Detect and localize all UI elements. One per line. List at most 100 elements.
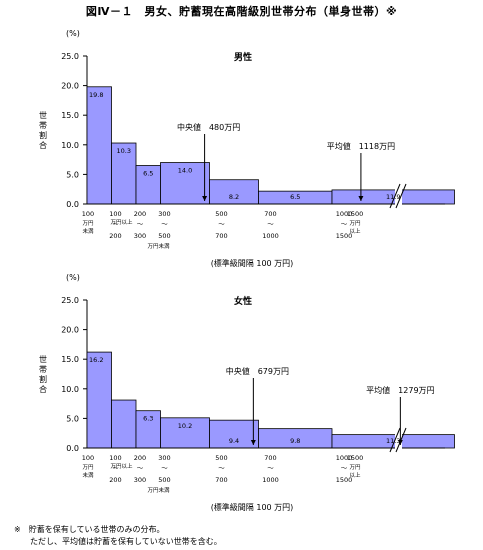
x-sub-label: 万円未満 [147, 486, 170, 494]
bar-value-label: 11.9 [386, 193, 400, 201]
mean-annotation: 平均値 1279万円 [366, 385, 434, 395]
x-tick-label: 万円 [349, 464, 361, 471]
x-tick-label: 1500 [336, 232, 353, 240]
x-tick-label: ～ [161, 464, 168, 472]
x-tick-label: 300 [158, 210, 170, 218]
bar-value-label: 10.2 [178, 422, 192, 430]
chart-female: (%) 女性世帯割合 0.0 5.0 10.0 15.0 20.0 25.0 16.2 6.3 10… [0, 266, 483, 516]
x-tick-label: 200 [109, 232, 121, 240]
y-axis-label-char: 割 [39, 374, 47, 384]
x-tick-label: 200 [134, 454, 146, 462]
chart-male: (%) 男性世帯割合 0.0 5.0 10.0 15.0 20.0 25.0 19.8 10.3 6… [0, 22, 483, 272]
x-tick-label: ～ [137, 220, 144, 228]
x-tick-label: 300 [134, 232, 146, 240]
x-tick-label: 以上 [349, 471, 361, 479]
mean-annotation: 平均値 1118万円 [327, 141, 395, 151]
y-axis-label-char: 世 [39, 110, 47, 120]
y-tick-label: 5.0 [66, 170, 79, 179]
annotation-arrow-head [250, 440, 256, 445]
x-tick-label: 300 [158, 454, 170, 462]
x-axis-note: (標準級間隔 100 万円) [211, 258, 294, 268]
y-axis-label-char: 割 [39, 130, 47, 140]
bar-value-label: 8.2 [229, 193, 239, 201]
x-tick-label: 500 [215, 454, 227, 462]
x-tick-label: 100 [109, 454, 121, 462]
y-axis-label-char: 合 [39, 384, 47, 394]
x-tick-label: 万円 [82, 464, 94, 471]
x-tick-label: 100 [82, 210, 94, 218]
x-tick-label: 万円 [349, 220, 361, 227]
y-tick-label: 25.0 [61, 52, 79, 61]
x-tick-label: 1000 [336, 454, 353, 462]
x-tick-label: 100 [109, 210, 121, 218]
bar-value-label: 16.2 [89, 356, 103, 364]
y-tick-label: 15.0 [61, 111, 79, 120]
axis-break-gap [395, 188, 402, 206]
x-tick-label: ～ [341, 464, 348, 472]
x-tick-label: 200 [134, 210, 146, 218]
annotation-arrow-head [397, 440, 403, 445]
x-tick-label: ～ [218, 220, 225, 228]
x-tick-label: ～ [161, 220, 168, 228]
x-tick-label: 未満 [82, 227, 94, 235]
bar-value-label: 6.3 [143, 415, 153, 423]
median-annotation: 中央値 480万円 [177, 122, 240, 132]
x-tick-label: 500 [215, 210, 227, 218]
axis-break-mark [389, 427, 401, 453]
x-tick-label: 500 [158, 232, 170, 240]
histogram-bar [160, 417, 210, 449]
x-tick-label: 300 [134, 476, 146, 484]
bar-value-label: 14.0 [178, 167, 192, 175]
y-axis-label-char: 帯 [39, 364, 47, 374]
y-axis-label-char: 世 [39, 354, 47, 364]
x-tick-label: 700 [264, 454, 276, 462]
annotation-arrow-head [358, 196, 364, 201]
figure-title: 図Ⅳ－１ 男女、貯蓄現在高階級別世帯分布（単身世帯）※ [85, 5, 398, 18]
x-tick-label: 万円 [82, 220, 94, 227]
axis-break-mark [389, 183, 401, 209]
x-tick-label: 500 [158, 476, 170, 484]
footnote-2: ただし、平均値は貯蓄を保有していない世帯を含む。 [30, 537, 222, 546]
x-tick-label: 200 [109, 476, 121, 484]
x-tick-label: 1000 [336, 210, 353, 218]
histogram-bar [86, 351, 112, 449]
x-tick-label: ～ [112, 220, 119, 228]
x-tick-label: 700 [264, 210, 276, 218]
x-tick-label: 100 [82, 454, 94, 462]
histogram-bar [209, 179, 259, 205]
x-tick-label: ～ [137, 464, 144, 472]
bar-value-label: 9.8 [290, 437, 300, 445]
x-tick-label: 1000 [262, 232, 279, 240]
x-axis-note: (標準級間隔 100 万円) [211, 502, 294, 512]
histogram-bar [86, 86, 112, 205]
y-tick-label: 10.0 [61, 141, 79, 150]
chart-title: 女性 [234, 295, 252, 307]
x-tick-label: ～ [267, 464, 274, 472]
bar-value-label: 9.4 [229, 437, 239, 445]
histogram-bar [135, 165, 161, 205]
x-tick-label: 1000 [262, 476, 279, 484]
bar-value-label: 10.3 [117, 147, 131, 155]
x-tick-label: ～ [341, 220, 348, 228]
x-tick-label: 以上 [349, 227, 361, 235]
bar-value-label: 19.8 [89, 91, 103, 99]
footnote-1: ※ 貯蓄を保有している世帯のみの分布。 [14, 525, 165, 534]
y-unit-label: (%) [66, 29, 80, 38]
x-tick-label: ～ [112, 464, 119, 472]
x-tick-label: 1500 [336, 476, 353, 484]
y-tick-label: 5.0 [66, 414, 79, 423]
y-axis-label-char: 合 [39, 140, 47, 150]
y-tick-label: 15.0 [61, 355, 79, 364]
axis-break-mark [395, 183, 407, 209]
median-annotation: 中央値 679万円 [226, 366, 289, 376]
bar-value-label: 6.5 [143, 170, 153, 178]
histogram-bar [111, 399, 137, 449]
x-tick-label: ～ [267, 220, 274, 228]
annotation-arrow-head [202, 196, 208, 201]
chart-title: 男性 [234, 51, 252, 63]
y-tick-label: 0.0 [66, 200, 79, 209]
x-tick-label: ～ [218, 464, 225, 472]
x-tick-label: 700 [215, 232, 227, 240]
